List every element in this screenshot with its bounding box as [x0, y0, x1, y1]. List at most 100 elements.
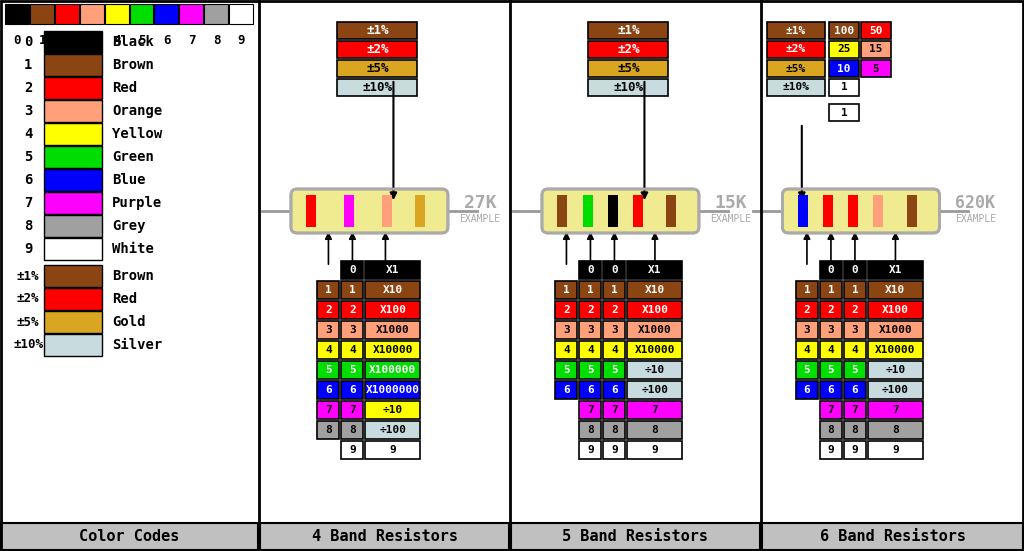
Text: 9: 9 [349, 445, 355, 455]
Text: 1: 1 [325, 285, 332, 295]
FancyBboxPatch shape [868, 421, 923, 439]
FancyBboxPatch shape [820, 321, 842, 339]
Text: 6: 6 [611, 385, 617, 395]
FancyBboxPatch shape [767, 41, 825, 58]
FancyBboxPatch shape [341, 261, 364, 279]
Text: 0: 0 [852, 265, 858, 275]
Text: 6: 6 [24, 173, 32, 187]
FancyBboxPatch shape [628, 281, 682, 299]
Text: 0: 0 [13, 35, 22, 47]
FancyBboxPatch shape [44, 77, 102, 99]
Text: ±2%: ±2% [617, 43, 640, 56]
FancyBboxPatch shape [555, 321, 578, 339]
Text: 1: 1 [587, 285, 594, 295]
FancyBboxPatch shape [557, 195, 567, 227]
Text: 5: 5 [804, 365, 810, 375]
Text: ±10%: ±10% [362, 81, 392, 94]
FancyBboxPatch shape [580, 421, 601, 439]
FancyBboxPatch shape [861, 60, 891, 77]
FancyBboxPatch shape [1, 523, 258, 550]
Text: 1: 1 [841, 83, 848, 93]
FancyBboxPatch shape [338, 79, 418, 96]
Text: Yellow: Yellow [112, 127, 162, 141]
Text: 6 Band Resistors: 6 Band Resistors [819, 529, 966, 544]
FancyBboxPatch shape [628, 261, 682, 279]
FancyBboxPatch shape [844, 381, 866, 399]
Text: 8: 8 [325, 425, 332, 435]
FancyBboxPatch shape [338, 60, 418, 77]
FancyBboxPatch shape [555, 301, 578, 319]
Text: 10: 10 [838, 63, 851, 73]
FancyBboxPatch shape [44, 334, 102, 356]
FancyBboxPatch shape [844, 301, 866, 319]
FancyBboxPatch shape [796, 301, 818, 319]
Text: 4: 4 [587, 345, 594, 355]
Text: 1: 1 [563, 285, 569, 295]
FancyBboxPatch shape [820, 381, 842, 399]
Text: 1: 1 [611, 285, 617, 295]
FancyBboxPatch shape [796, 321, 818, 339]
Text: 1: 1 [349, 285, 355, 295]
Text: 6: 6 [804, 385, 810, 395]
Text: X100: X100 [882, 305, 909, 315]
FancyBboxPatch shape [589, 41, 669, 58]
FancyBboxPatch shape [366, 441, 421, 459]
Text: 8: 8 [213, 35, 220, 47]
Text: 8: 8 [24, 219, 32, 233]
FancyBboxPatch shape [868, 441, 923, 459]
Text: ±2%: ±2% [367, 43, 389, 56]
FancyBboxPatch shape [603, 361, 626, 379]
FancyBboxPatch shape [366, 361, 421, 379]
FancyBboxPatch shape [603, 321, 626, 339]
Text: X100: X100 [641, 305, 669, 315]
FancyBboxPatch shape [580, 441, 601, 459]
Text: 7: 7 [651, 405, 658, 415]
FancyBboxPatch shape [633, 195, 643, 227]
Text: 4: 4 [114, 35, 121, 47]
Text: ÷100: ÷100 [641, 385, 669, 395]
Text: Red: Red [112, 81, 137, 95]
Text: 3: 3 [24, 104, 32, 118]
Text: 9: 9 [827, 445, 835, 455]
FancyBboxPatch shape [796, 341, 818, 359]
Text: EXAMPLE: EXAMPLE [711, 214, 752, 224]
Text: 8: 8 [852, 425, 858, 435]
Text: 5: 5 [24, 150, 32, 164]
FancyBboxPatch shape [341, 381, 364, 399]
FancyBboxPatch shape [589, 60, 669, 77]
Text: ±10%: ±10% [13, 338, 43, 352]
FancyBboxPatch shape [906, 195, 916, 227]
Text: X1000: X1000 [638, 325, 672, 335]
Text: Green: Green [112, 150, 154, 164]
FancyBboxPatch shape [603, 281, 626, 299]
Text: ÷10: ÷10 [383, 405, 403, 415]
Text: White: White [112, 242, 154, 256]
FancyBboxPatch shape [555, 281, 578, 299]
Text: 6: 6 [325, 385, 332, 395]
FancyBboxPatch shape [338, 41, 418, 58]
Text: 5: 5 [138, 35, 145, 47]
Text: 4: 4 [349, 345, 355, 355]
FancyBboxPatch shape [820, 421, 842, 439]
Text: X10000: X10000 [373, 345, 414, 355]
Text: 9: 9 [892, 445, 899, 455]
FancyBboxPatch shape [844, 321, 866, 339]
Text: ±1%: ±1% [16, 269, 39, 283]
Text: ±1%: ±1% [785, 25, 806, 35]
Text: X1000: X1000 [879, 325, 912, 335]
Text: 7: 7 [611, 405, 617, 415]
FancyBboxPatch shape [580, 401, 601, 419]
FancyBboxPatch shape [607, 195, 617, 227]
FancyBboxPatch shape [317, 341, 339, 359]
Text: 8: 8 [611, 425, 617, 435]
Text: 5: 5 [827, 365, 835, 375]
Text: ±2%: ±2% [16, 293, 39, 305]
Text: 1: 1 [804, 285, 810, 295]
FancyBboxPatch shape [344, 195, 354, 227]
Text: X10: X10 [645, 285, 665, 295]
Text: 2: 2 [24, 81, 32, 95]
FancyBboxPatch shape [820, 361, 842, 379]
FancyBboxPatch shape [179, 4, 203, 24]
FancyBboxPatch shape [603, 381, 626, 399]
FancyBboxPatch shape [583, 195, 593, 227]
